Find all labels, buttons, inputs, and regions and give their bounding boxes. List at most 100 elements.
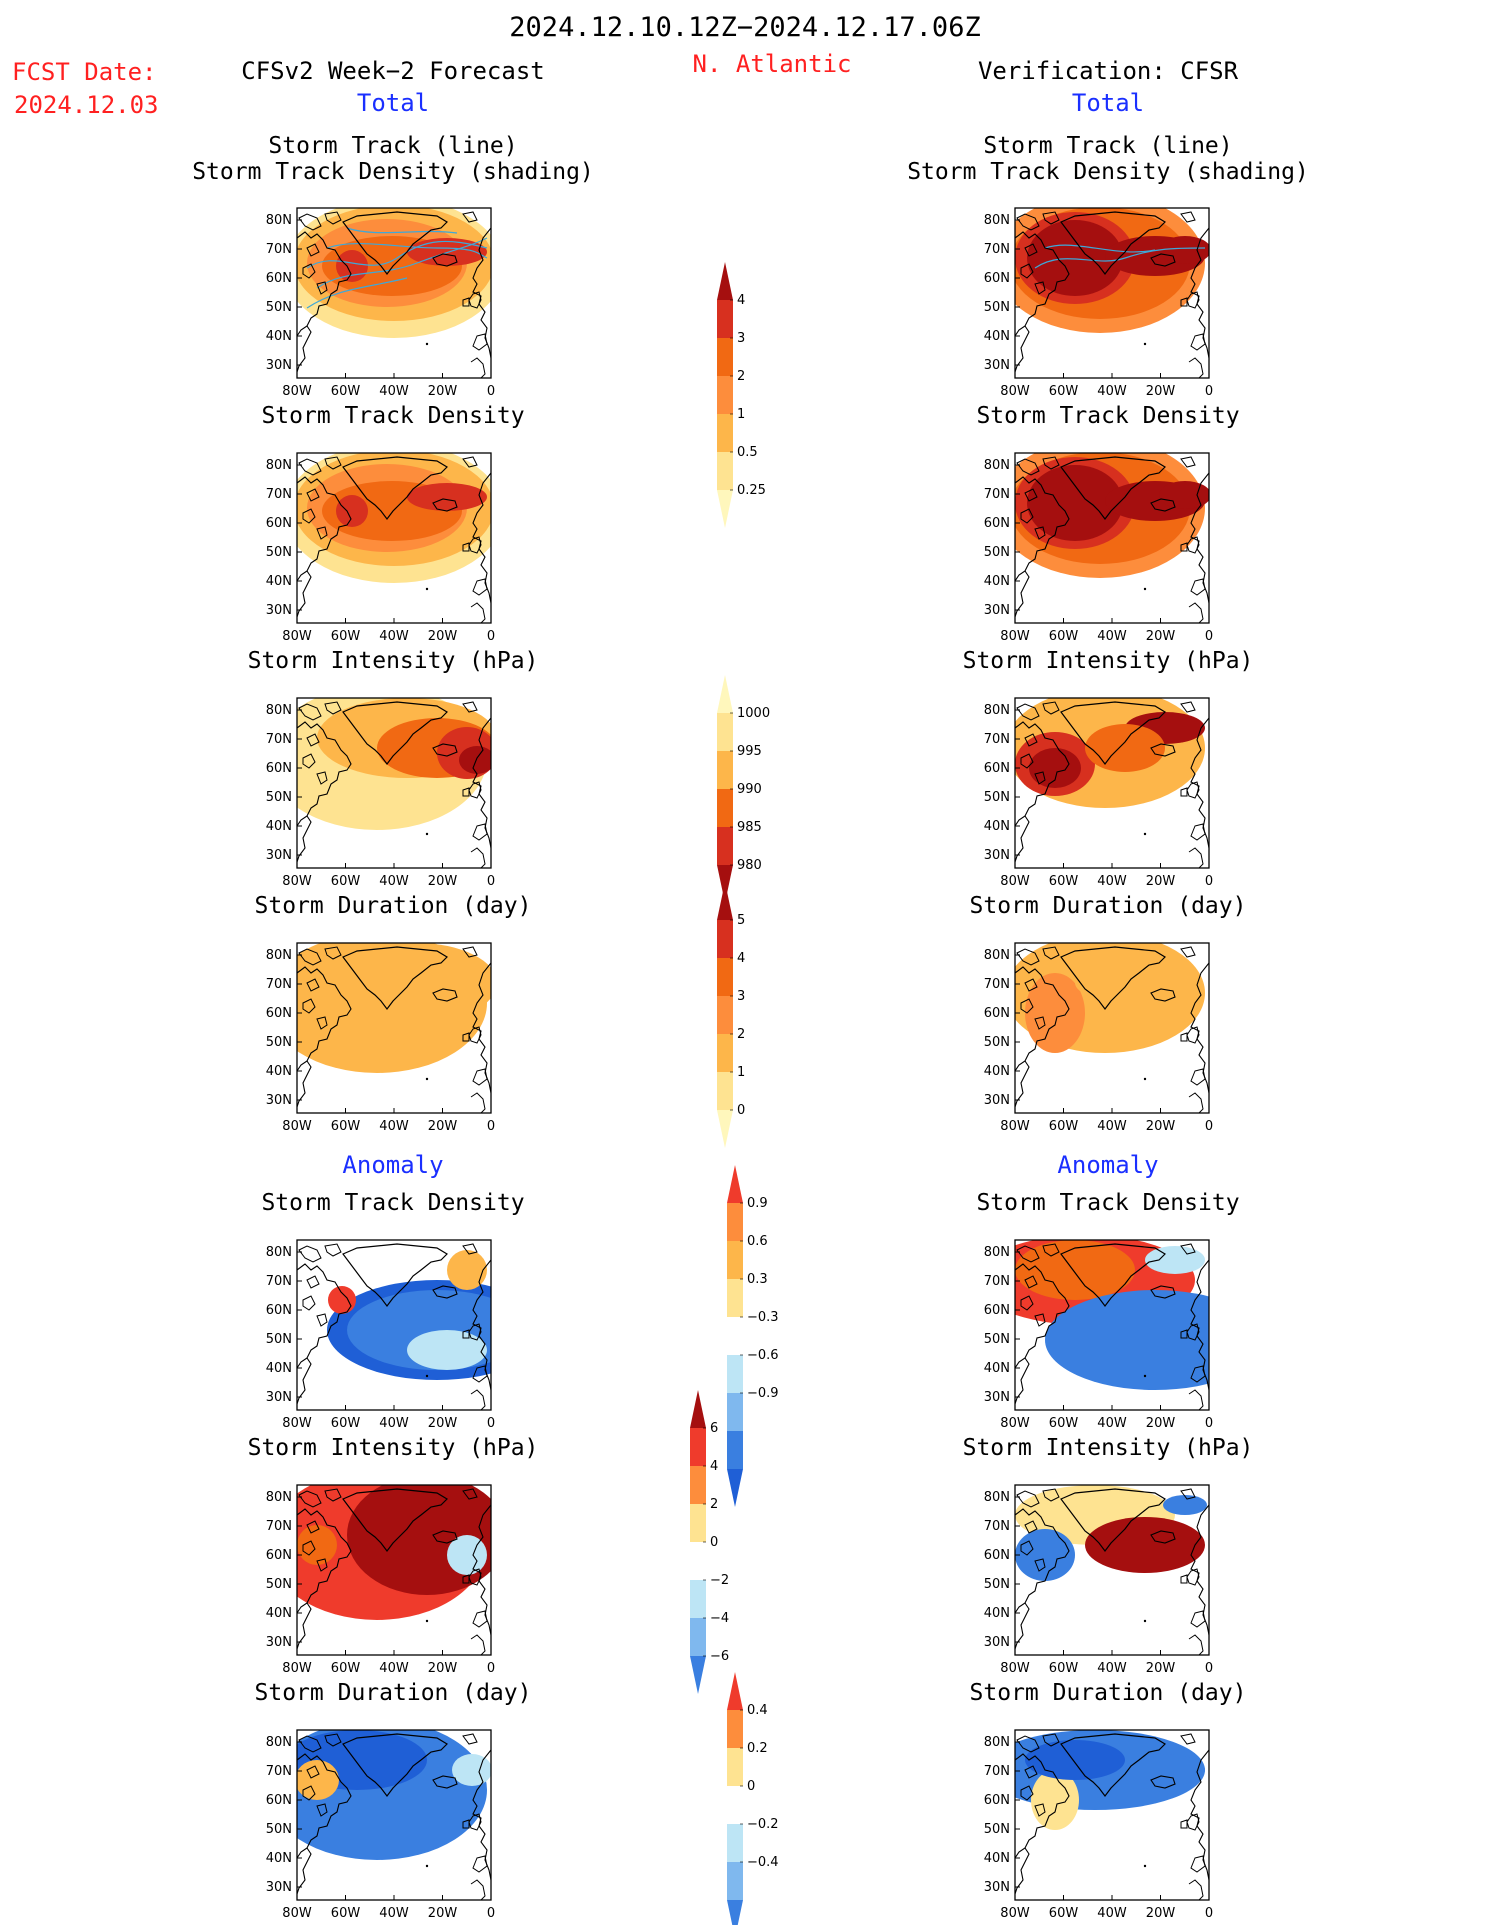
lat-tick-label: 30N (266, 1880, 292, 1895)
period-title: 2024.12.10.12Z−2024.12.17.06Z (509, 12, 981, 43)
colorbar-segment (727, 1469, 743, 1507)
lon-tick-label: 40W (1097, 629, 1127, 644)
lon-tick-label: 60W (331, 629, 361, 644)
lat-tick-label: 80N (984, 458, 1010, 473)
lon-tick-label: 40W (1097, 1906, 1127, 1921)
shading-region (1029, 748, 1081, 788)
lon-tick-label: 20W (428, 1906, 458, 1921)
lon-tick-label: 0 (1205, 874, 1213, 889)
panel-title: Storm Intensity (hPa) (247, 648, 539, 674)
colorbar-label: 5 (737, 913, 745, 928)
colorbar-label: 2 (737, 1027, 745, 1042)
map-panel: 80N 70N 60N 50N 40N 30N 80W 60W 40W 20W 0 (984, 697, 1213, 889)
lon-tick-label: 0 (487, 1416, 495, 1431)
lat-tick-label: 60N (266, 1006, 292, 1021)
shading-region (1085, 1517, 1205, 1573)
lat-tick-label: 70N (984, 1764, 1010, 1779)
lat-tick-label: 30N (266, 1390, 292, 1405)
storm-track-line (316, 237, 488, 289)
lat-tick-label: 60N (266, 1303, 292, 1318)
lon-tick-label: 40W (379, 1416, 409, 1431)
lon-tick-label: 80W (282, 384, 312, 399)
lon-tick-label: 0 (487, 1119, 495, 1134)
lat-tick-label: 50N (984, 1035, 1010, 1050)
lon-tick-label: 40W (379, 1661, 409, 1676)
shading-region (459, 746, 491, 774)
lat-tick-label: 70N (984, 1519, 1010, 1534)
lon-tick-label: 60W (331, 1661, 361, 1676)
lon-tick-label: 20W (428, 1416, 458, 1431)
panel-title: Storm Track Density (976, 403, 1240, 429)
lat-tick-label: 40N (984, 1851, 1010, 1866)
lat-tick-label: 60N (266, 1548, 292, 1563)
colorbar-segment (717, 452, 733, 490)
colorbar-segment (690, 1428, 706, 1466)
lat-tick-label: 70N (266, 1764, 292, 1779)
lon-tick-label: 80W (1000, 1906, 1030, 1921)
colorbar-label: 3 (737, 989, 745, 1004)
lon-tick-label: 40W (1097, 874, 1127, 889)
lon-tick-label: 60W (331, 1416, 361, 1431)
lon-tick-label: 60W (1049, 384, 1079, 399)
lat-tick-label: 40N (266, 1064, 292, 1079)
panel-title: Storm Track Density (976, 1190, 1240, 1216)
colorbar-label: −0.3 (747, 1310, 779, 1325)
colorbar-segment (727, 1672, 743, 1710)
colorbar-segment (717, 958, 733, 996)
lat-tick-label: 60N (266, 516, 292, 531)
lat-tick-label: 60N (984, 1006, 1010, 1021)
colorbar-label: 990 (737, 782, 762, 797)
lon-tick-label: 60W (331, 1119, 361, 1134)
lon-tick-label: 80W (282, 1416, 312, 1431)
storm-track-line (326, 242, 488, 259)
lat-tick-label: 70N (984, 487, 1010, 502)
lon-tick-label: 80W (1000, 384, 1030, 399)
shading-region (1163, 1495, 1207, 1515)
map-panel: 80N 70N 60N 50N 40N 30N 80W 60W 40W 20W 0 (266, 1729, 495, 1921)
lat-tick-label: 30N (984, 1390, 1010, 1405)
colorbar-segment (690, 1504, 706, 1542)
colorbar-segment (727, 1241, 743, 1279)
colorbar-segment (727, 1279, 743, 1317)
colorbar-label: 0.25 (737, 483, 766, 498)
colorbar-segment (727, 1165, 743, 1203)
right-column-title: Verification: CFSR (977, 57, 1239, 85)
map-panel: 80N 70N 60N 50N 40N 30N 80W 60W 40W 20W 0 (984, 1239, 1213, 1431)
lon-tick-label: 40W (379, 1119, 409, 1134)
lon-tick-label: 40W (379, 629, 409, 644)
colorbar-label: 3 (737, 331, 745, 346)
lat-tick-label: 70N (984, 977, 1010, 992)
colorbar-segment (717, 490, 733, 528)
colorbar-anom-density: 0.9 0.6 0.3 −0.3 −0.6 −0.9 (727, 1165, 779, 1507)
storm-track-line (1034, 247, 1206, 269)
lon-tick-label: 0 (487, 384, 495, 399)
colorbar-label: 995 (737, 744, 762, 759)
lat-tick-label: 30N (984, 603, 1010, 618)
colorbar-segment (717, 1110, 733, 1148)
colorbar-label: 4 (710, 1459, 718, 1474)
colorbar-segment (717, 827, 733, 865)
shading-region (1045, 1290, 1209, 1390)
colorbar-segment (727, 1900, 743, 1925)
lat-tick-label: 60N (984, 516, 1010, 531)
colorbar-duration: 5 4 3 2 1 0 (717, 882, 745, 1148)
lat-tick-label: 70N (984, 1274, 1010, 1289)
lon-tick-label: 80W (1000, 1416, 1030, 1431)
colorbar-label: −0.2 (747, 1817, 779, 1832)
colorbar-label: 2 (710, 1497, 718, 1512)
lon-tick-label: 80W (282, 1906, 312, 1921)
lat-tick-label: 70N (266, 977, 292, 992)
lat-tick-label: 60N (984, 271, 1010, 286)
colorbar-anom-intensity: 6 4 2 0 −2 −4 −6 (690, 1390, 729, 1694)
shading-region (328, 1286, 356, 1314)
lon-tick-label: 0 (1205, 1416, 1213, 1431)
colorbar-label: −0.9 (747, 1386, 779, 1401)
lat-tick-label: 50N (984, 1577, 1010, 1592)
panel-title: Storm Track Density (shading) (192, 159, 594, 185)
shading-region (336, 495, 368, 527)
lon-tick-label: 20W (1146, 1119, 1176, 1134)
shading-region (297, 1525, 337, 1565)
colorbar-segment (690, 1542, 706, 1580)
colorbar-label: 0.9 (747, 1196, 768, 1211)
colorbar-segment (727, 1862, 743, 1900)
